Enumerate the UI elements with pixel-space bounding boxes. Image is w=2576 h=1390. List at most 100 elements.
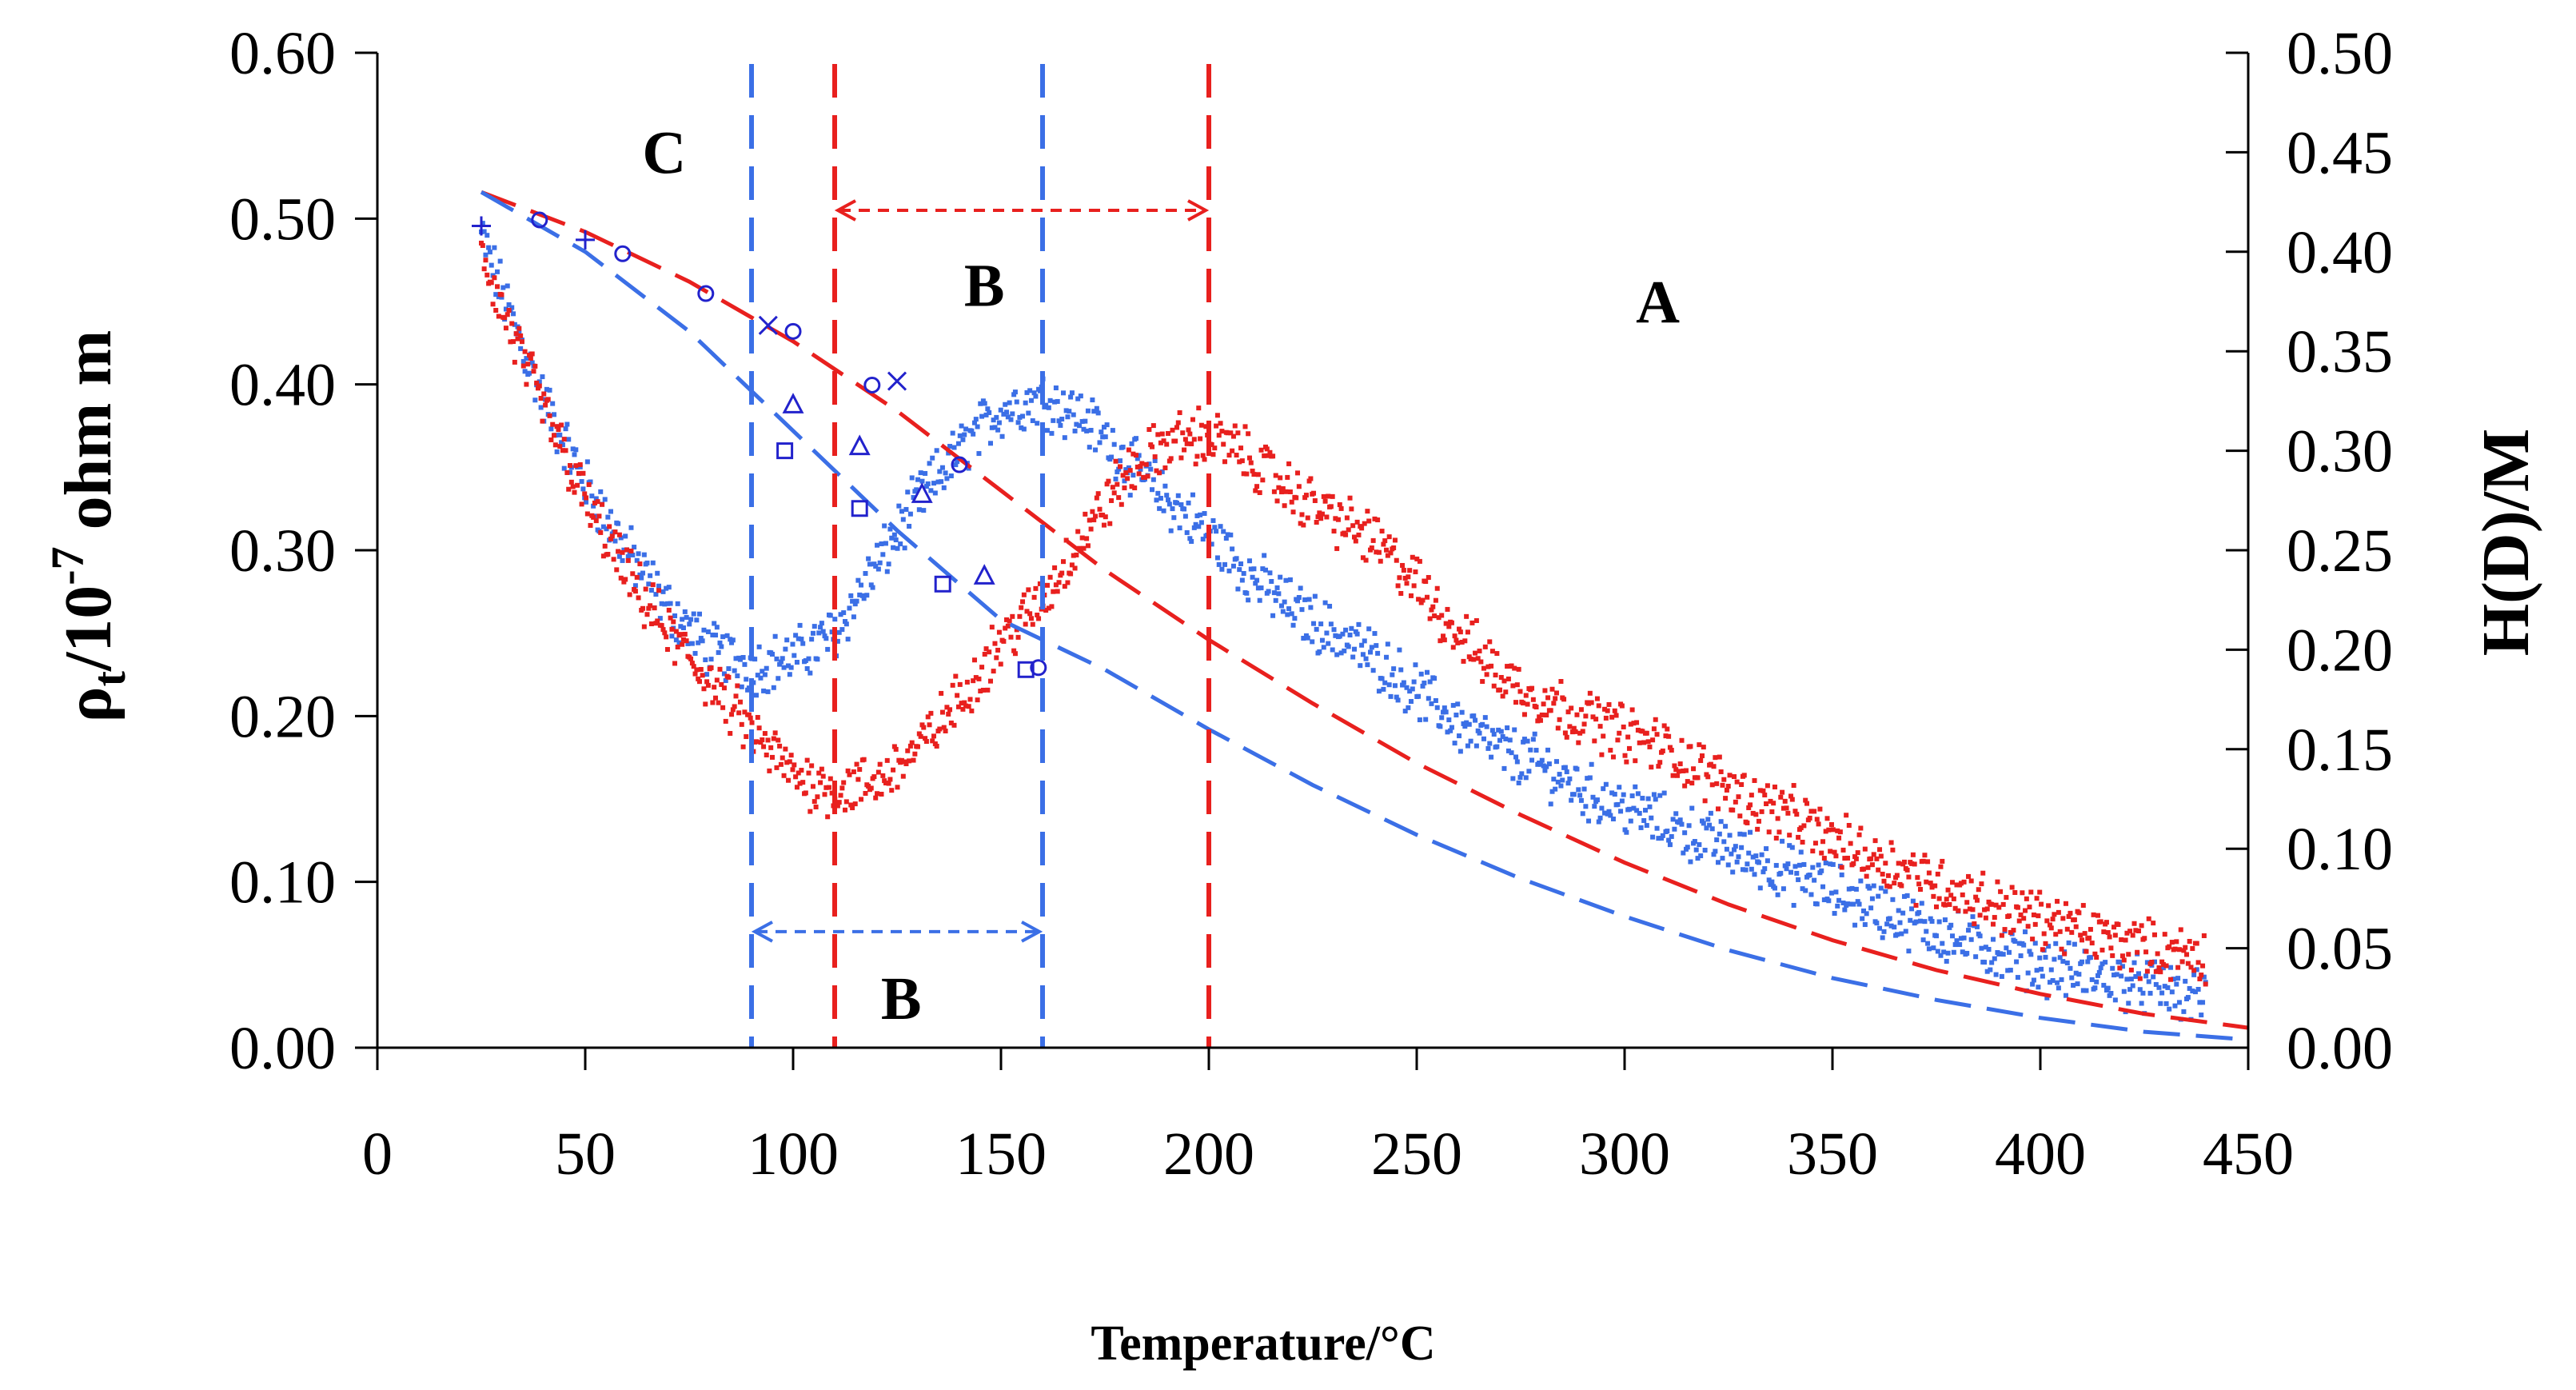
range-arrow-head <box>751 921 773 943</box>
resistivity-blue-point <box>1541 763 1546 769</box>
resistivity-red-point <box>1469 620 1475 625</box>
x-tick-label: 250 <box>1371 1120 1462 1188</box>
resistivity-red-point <box>1776 829 1782 835</box>
resistivity-red-point <box>479 240 484 246</box>
resistivity-blue-point <box>1120 444 1126 449</box>
resistivity-red-point <box>1175 420 1181 425</box>
resistivity-red-point <box>1127 468 1133 473</box>
resistivity-red-point <box>550 421 556 427</box>
resistivity-blue-point <box>632 583 638 589</box>
resistivity-red-point <box>1551 701 1557 706</box>
resistivity-blue-point <box>855 577 861 583</box>
resistivity-red-point <box>2031 912 2036 917</box>
resistivity-blue-point <box>697 611 702 617</box>
triangles-marker <box>973 564 995 585</box>
resistivity-blue-point <box>1871 883 1876 889</box>
resistivity-red-point <box>2056 909 2061 915</box>
resistivity-red-point <box>2024 896 2029 901</box>
resistivity-red-point <box>1670 773 1676 778</box>
resistivity-blue-point <box>1553 759 1559 765</box>
resistivity-red-point <box>607 524 612 529</box>
resistivity-red-point <box>1942 902 1948 908</box>
resistivity-red-point <box>1267 449 1273 455</box>
resistivity-blue-point <box>1686 823 1692 829</box>
resistivity-red-point <box>2191 968 2197 973</box>
resistivity-blue-point <box>1321 645 1326 650</box>
resistivity-red-point <box>761 744 767 749</box>
resistivity-blue-point <box>803 658 808 664</box>
resistivity-red-point <box>1569 705 1574 711</box>
resistivity-blue-point <box>2084 988 2089 993</box>
resistivity-red-point <box>580 470 586 476</box>
resistivity-blue-point <box>823 636 829 641</box>
resistivity-red-point <box>2028 889 2034 895</box>
resistivity-red-point <box>866 784 871 789</box>
resistivity-blue-point <box>1250 574 1255 580</box>
resistivity-blue-point <box>1473 717 1478 723</box>
circles-marker <box>1030 659 1047 677</box>
resistivity-red-point <box>643 586 648 592</box>
resistivity-blue-point <box>2201 974 2207 980</box>
resistivity-blue-point <box>684 614 689 620</box>
resistivity-red-point <box>1219 429 1225 434</box>
resistivity-red-point <box>1450 645 1456 650</box>
resistivity-blue-point <box>1366 626 1372 632</box>
resistivity-blue-point <box>1908 917 1913 923</box>
resistivity-red-point <box>807 809 813 814</box>
resistivity-blue-point <box>866 556 871 561</box>
resistivity-red-point <box>1190 417 1195 422</box>
resistivity-red-point <box>1808 809 1814 814</box>
resistivity-red-point <box>1290 509 1296 515</box>
resistivity-blue-point <box>1218 524 1223 529</box>
resistivity-red-point <box>1161 438 1166 444</box>
resistivity-red-point <box>511 339 516 345</box>
resistivity-red-point <box>893 746 899 752</box>
resistivity-blue-point <box>2153 981 2159 987</box>
resistivity-blue-point <box>815 657 820 662</box>
resistivity-red-point <box>1376 549 1382 555</box>
resistivity-blue-point <box>2027 949 2032 954</box>
resistivity-blue-point <box>1091 409 1097 414</box>
resistivity-blue-point <box>1973 954 1979 960</box>
resistivity-blue-point <box>1734 859 1740 865</box>
y-left-title-unit: ohm m <box>51 330 126 547</box>
resistivity-blue-point <box>1190 492 1195 497</box>
resistivity-red-point <box>1892 881 1897 886</box>
resistivity-blue-point <box>761 688 767 693</box>
resistivity-blue-point <box>1214 529 1219 534</box>
resistivity-red-point <box>2059 946 2064 952</box>
resistivity-red-point <box>991 669 996 674</box>
resistivity-blue-point <box>1948 922 1954 928</box>
resistivity-blue-point <box>1606 809 1612 814</box>
resistivity-blue-point <box>2071 982 2076 988</box>
resistivity-blue-point <box>704 672 710 677</box>
resistivity-red-point <box>528 356 533 361</box>
resistivity-red-point <box>1649 765 1654 770</box>
resistivity-blue-point <box>1312 593 1318 599</box>
resistivity-red-point <box>1801 823 1807 829</box>
resistivity-blue-point <box>689 641 695 646</box>
resistivity-blue-point <box>1465 743 1470 749</box>
resistivity-blue-point <box>2043 954 2048 960</box>
resistivity-red-point <box>1717 754 1722 760</box>
resistivity-red-point <box>843 799 849 805</box>
resistivity-red-point <box>1657 760 1663 765</box>
resistivity-blue-point <box>584 499 589 505</box>
resistivity-blue-point <box>1349 625 1354 631</box>
resistivity-red-point <box>848 802 854 808</box>
resistivity-red-point <box>1308 476 1314 481</box>
resistivity-red-point <box>1771 801 1776 806</box>
resistivity-blue-point <box>602 497 608 502</box>
resistivity-red-point <box>895 785 900 790</box>
resistivity-red-point <box>1938 864 1944 869</box>
resistivity-blue-point <box>1374 643 1379 649</box>
resistivity-red-point <box>536 383 542 389</box>
resistivity-blue-point <box>1669 833 1674 839</box>
resistivity-red-point <box>1397 575 1402 581</box>
resistivity-red-point <box>1202 457 1207 462</box>
resistivity-blue-point <box>1858 878 1864 884</box>
resistivity-red-point <box>1544 713 1549 718</box>
resistivity-blue-point <box>2174 981 2179 987</box>
resistivity-red-point <box>818 780 823 785</box>
resistivity-red-point <box>714 677 720 683</box>
